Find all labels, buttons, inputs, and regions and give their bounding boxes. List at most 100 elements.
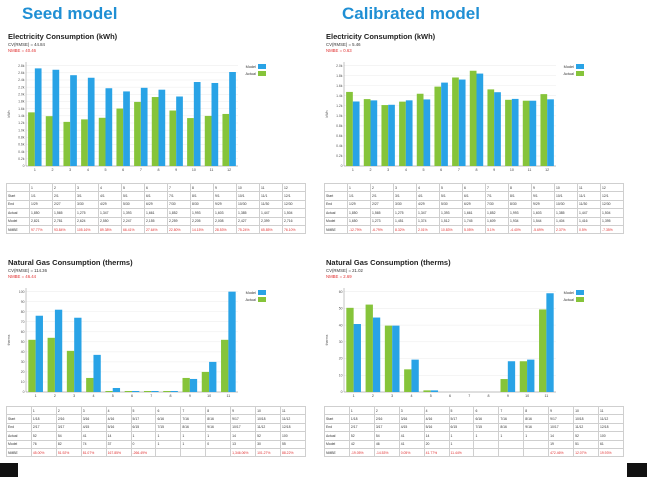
y-tick-label: 2.0k (18, 93, 25, 97)
bar-actual (540, 94, 548, 166)
table-cell: 8/16 (523, 414, 550, 424)
bar-actual (423, 390, 431, 392)
x-tick-label: 7 (150, 394, 152, 398)
x-tick-label: 1 (34, 168, 36, 172)
x-tick-label: 10 (207, 394, 211, 398)
x-tick-label: 2 (372, 394, 374, 398)
x-tick-label: 7 (468, 394, 470, 398)
bar-actual (346, 91, 353, 166)
table-cell: 472.46% (548, 447, 575, 458)
table-cell: 9/16 (523, 422, 550, 433)
bar-actual (63, 121, 71, 166)
bar-actual (47, 337, 55, 392)
bar-actual (182, 377, 190, 392)
y-tick-label: 0.2k (336, 154, 343, 158)
y-tick-label: 1.2k (18, 121, 25, 125)
bar-model (209, 361, 217, 392)
bar-model (527, 359, 535, 392)
bar-actual (399, 101, 406, 166)
table-header-cell: 8 (523, 405, 550, 416)
table-cell: 1 (448, 439, 475, 449)
bar-actual (487, 89, 495, 166)
bar-actual (81, 119, 88, 166)
chart-title: Electricity Consumption (kWh) (326, 32, 436, 41)
x-tick-label: 7 (458, 168, 460, 172)
table-cell: 1/18 (348, 414, 375, 424)
table-header-row: 1 2 3 4 5 6 7 8 9 10 11 (324, 405, 625, 416)
table-row: NMBE 45.00% 51.92% 81.07% 167.85% -266.49% 1,3… (6, 447, 307, 458)
table-cell: 12.07% (573, 447, 599, 458)
bar-actual (221, 339, 229, 392)
y-tick-label: 20 (21, 370, 25, 374)
y-tick-label: 90 (21, 300, 25, 304)
table-cell: 52 (573, 431, 599, 441)
x-tick-label: 2 (370, 168, 372, 172)
x-tick-label: 3 (391, 394, 393, 398)
table-cell: 76.10% (282, 224, 306, 235)
table-row: NMBE -19.05% -14.53% 0.05% 41.77% 11.44% 472.4… (324, 447, 625, 458)
table-cell: 9/17 (548, 414, 575, 424)
x-tick-label: 7 (140, 168, 142, 172)
bar-actual (187, 118, 194, 166)
bar-model (476, 73, 484, 166)
table-cell: 7/16 (498, 414, 525, 424)
y-tick-label: 40 (21, 350, 25, 354)
bar-model (370, 100, 378, 166)
bar-actual (105, 390, 113, 392)
y-tick-label: 0.2k (18, 157, 25, 161)
table-cell: 14 (423, 431, 450, 441)
calibrated-model-heading: Calibrated model (342, 4, 480, 23)
seed-model-heading: Seed model (22, 4, 118, 23)
table-header-cell: 5 (448, 405, 475, 416)
y-tick-label: 0.6k (336, 134, 343, 138)
bar-actual (201, 371, 210, 392)
y-tick-label: 0.6k (18, 143, 25, 147)
bar-actual (28, 339, 36, 392)
table-header-cell: 7 (498, 405, 525, 416)
bar-model (405, 100, 413, 166)
y-axis-label: therms (325, 334, 329, 345)
bar-actual (163, 390, 171, 392)
table-cell: 8/16 (498, 422, 525, 433)
x-tick-label: 2 (52, 168, 54, 172)
legend-swatch-model (576, 64, 584, 69)
table-cell: 54 (373, 431, 400, 441)
bar-actual (404, 369, 412, 392)
x-tick-label: 8 (158, 168, 160, 172)
table-cell: 1 (448, 431, 475, 441)
table-cell (498, 439, 525, 449)
x-tick-label: 5 (112, 394, 114, 398)
table-cell (205, 447, 232, 458)
y-tick-label: 60 (339, 290, 343, 294)
y-tick-label: 40 (339, 323, 343, 327)
table-cell: 61 (597, 439, 625, 449)
table-cell (155, 447, 182, 458)
y-tick-label: 50 (21, 340, 25, 344)
table-cell: 4/16 (423, 414, 450, 424)
legend-swatch-actual (576, 297, 584, 302)
seed-electricity-table: 1 2 3 4 5 6 7 8 9 10 11 12 Start 1/1 2/1 3/1 4/1 5/1 6/1 7/… (6, 182, 306, 235)
x-tick-label: 4 (410, 394, 412, 398)
x-tick-label: 9 (189, 394, 191, 398)
table-row: Actual 1,850 1,565 1,275 1,347 1,393 1,661 1,85… (324, 208, 624, 218)
table-cell (473, 439, 500, 449)
table-cell: 4/15 (398, 422, 425, 433)
chart-title: Electricity Consumption (kWh) (8, 32, 118, 41)
table-header-cell: 9 (548, 405, 575, 416)
y-tick-label: 0 (23, 390, 25, 394)
table-cell: 19 (548, 439, 575, 449)
cvrmse-value: CV(RMSE) = 5.46 (326, 42, 361, 47)
bar-model (372, 317, 381, 392)
table-cell: 0.05% (398, 447, 425, 458)
x-tick-label: 6 (440, 168, 442, 172)
table-cell: 19.93% (597, 447, 625, 458)
chart-title: Natural Gas Consumption (therms) (8, 258, 133, 267)
bar-model (34, 68, 42, 166)
bar-model (423, 99, 431, 166)
y-tick-label: 2.0k (336, 64, 343, 68)
y-tick-label: 1.6k (336, 84, 343, 88)
x-tick-label: 8 (170, 394, 172, 398)
y-tick-label: 2.8k (18, 64, 25, 68)
seed-gas-chart: therms 0 10 20 30 40 50 60 70 80 90 100 1 2 3 4 5 6 7 8 9 10 1… (7, 288, 266, 398)
